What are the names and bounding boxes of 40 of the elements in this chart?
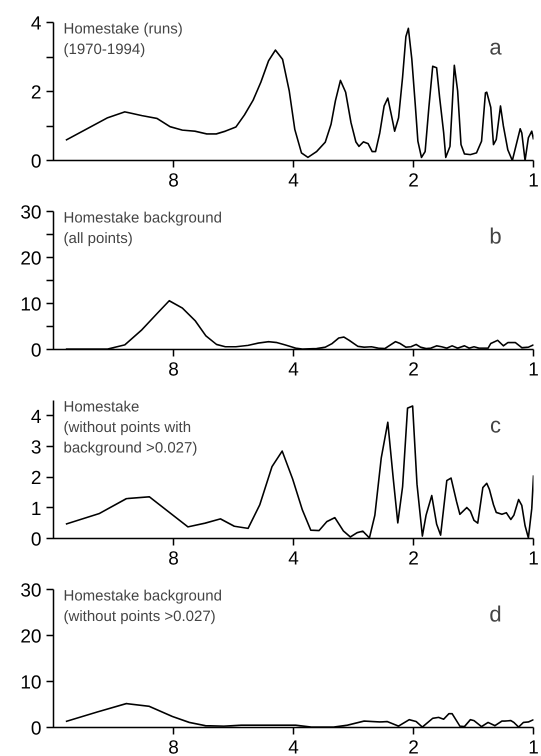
annotation: a [489, 34, 502, 60]
y-tick-label: 2 [30, 82, 42, 104]
y-tick-label: 3 [30, 438, 42, 458]
text: Homestake background (all points) [64, 210, 222, 247]
text: Homestake (runs) (1970-1994) [64, 20, 183, 58]
annotation: d [489, 602, 502, 626]
x-tick-label: 8 [168, 548, 179, 570]
x-tick-label: 8 [168, 170, 179, 192]
y-tick-label: 10 [20, 294, 42, 316]
y-tick-label: 0 [30, 152, 42, 172]
y-tick-label: 30 [20, 580, 42, 602]
x-tick-label: 1 [528, 548, 539, 570]
x-tick-label: 4 [288, 738, 300, 756]
y-tick-label: 30 [20, 202, 42, 224]
annotation: c [490, 412, 501, 438]
annotation: b [489, 224, 502, 248]
x-tick-label: 2 [408, 738, 419, 756]
y-tick-label: 0 [30, 530, 42, 550]
x-tick-label: 4 [288, 170, 300, 192]
x-tick-label: 2 [408, 548, 419, 570]
y-tick-label: 0 [30, 340, 42, 362]
text: Homestake (without points with background >0.027) [64, 398, 198, 456]
y-tick-label: 20 [20, 248, 42, 270]
text: Homestake background (without points >0.027) [64, 588, 222, 625]
y-tick-label: 20 [20, 626, 42, 648]
x-tick-label: 8 [168, 360, 179, 380]
x-tick-label: 4 [288, 360, 300, 380]
y-tick-label: 1 [30, 498, 42, 520]
x-tick-label: 1 [528, 360, 539, 380]
y-tick-label: 10 [20, 672, 42, 694]
y-tick-label: 4 [30, 14, 42, 34]
y-tick-label: 4 [30, 406, 42, 428]
x-tick-label: 1 [528, 170, 539, 192]
y-tick-label: 2 [30, 468, 42, 490]
x-tick-label: 8 [168, 738, 179, 756]
x-tick-label: 2 [408, 360, 419, 380]
y-tick-label: 0 [30, 718, 42, 740]
x-tick-label: 4 [288, 548, 300, 570]
x-tick-label: 1 [528, 738, 539, 756]
x-tick-label: 2 [408, 170, 419, 192]
